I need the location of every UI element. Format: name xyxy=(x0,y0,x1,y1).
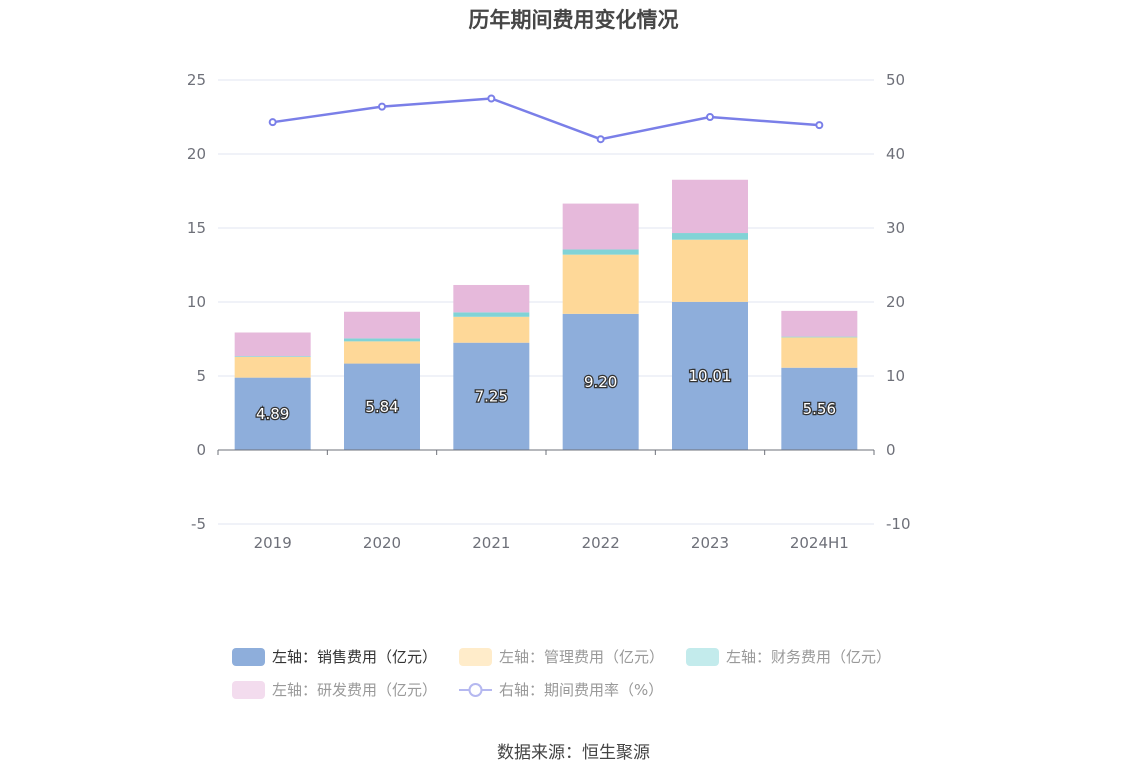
rate-point xyxy=(815,121,824,130)
legend-swatch-rnd xyxy=(232,680,265,699)
x-axis-tick-label: 2019 xyxy=(254,534,292,552)
bar-segment xyxy=(453,342,530,450)
legend-item-finance[interactable]: 左轴：财务费用（亿元） xyxy=(686,646,891,667)
right-axis-tick-label: 30 xyxy=(886,219,905,237)
legend-item-sales[interactable]: 左轴：销售费用（亿元） xyxy=(232,646,437,667)
legend-label-rate: 右轴：期间费用率（%） xyxy=(499,681,664,699)
bar-segment xyxy=(453,316,530,343)
legend-swatch-sales xyxy=(232,647,265,666)
bar-value-label: 5.84 xyxy=(365,398,398,416)
bar-value-label: 10.01 xyxy=(689,367,732,385)
bar-value-label: 7.25 xyxy=(475,387,508,405)
bar-value-label: 9.20 xyxy=(584,373,617,391)
chart-title: 历年期间费用变化情况 xyxy=(468,8,679,32)
label-layer: 4.89 5.84 7.25 9.20 10.01 5.56 xyxy=(255,366,838,424)
bar-segment xyxy=(453,312,530,317)
bar-layer xyxy=(234,179,858,450)
source-note: 数据来源：恒生聚源 xyxy=(497,743,650,763)
legend-label-sales: 左轴：销售费用（亿元） xyxy=(272,648,438,666)
bar-segment xyxy=(781,367,858,450)
bar-segment xyxy=(562,254,639,314)
legend-row-2: 左轴：研发费用（亿元） 右轴：期间费用率（%） xyxy=(232,673,932,706)
rate-point xyxy=(706,113,714,121)
bar-segment xyxy=(234,356,311,357)
legend-item-rate[interactable]: 右轴：期间费用率（%） xyxy=(459,679,663,700)
legend-swatch-finance xyxy=(686,647,720,666)
bar-segment xyxy=(234,356,311,378)
bar-segment xyxy=(672,239,748,302)
legend-label-finance: 左轴：财务费用（亿元） xyxy=(726,648,892,666)
bar-segment xyxy=(562,203,639,250)
left-axis-tick-label: 20 xyxy=(187,145,206,163)
bar-segment xyxy=(562,313,639,450)
right-axis-tick-label: 10 xyxy=(886,367,905,385)
legend-item-rnd[interactable]: 左轴：研发费用（亿元） xyxy=(232,679,437,700)
left-axis-tick-label: 25 xyxy=(187,71,206,89)
x-axis-tick-label: 2022 xyxy=(582,534,620,552)
axis-layer: -5 0 5 10 15 20 25 -10 0 10 20 30 40 50 2019 2020 2021 20… xyxy=(187,71,911,552)
line-layer xyxy=(268,94,824,144)
bar-segment xyxy=(672,233,748,240)
x-axis-tick-label: 2024H1 xyxy=(790,534,849,552)
bar-value-label: 4.89 xyxy=(256,405,289,423)
left-axis-tick-label: 15 xyxy=(187,219,206,237)
rate-line xyxy=(272,97,820,141)
bar-segment xyxy=(344,311,420,339)
right-axis-tick-label: 20 xyxy=(886,293,905,311)
bar-segment xyxy=(344,341,420,364)
rate-point xyxy=(378,102,386,111)
legend: 左轴：销售费用（亿元） 左轴：管理费用（亿元） 左轴：财务费用（亿元） 左轴：研… xyxy=(232,640,932,706)
left-axis-tick-label: 5 xyxy=(196,367,206,385)
rate-point xyxy=(596,135,605,144)
legend-label-admin: 左轴：管理费用（亿元） xyxy=(499,648,665,666)
bar-segment xyxy=(672,301,748,450)
legend-label-rnd: 左轴：研发费用（亿元） xyxy=(272,681,438,699)
left-axis-tick-label: -5 xyxy=(191,515,206,533)
rate-point xyxy=(487,94,496,103)
bar-segment xyxy=(453,284,530,313)
bar-segment xyxy=(344,363,420,450)
x-axis-tick-label: 2020 xyxy=(363,534,401,552)
bar-segment xyxy=(672,179,748,234)
right-axis-tick-label: 40 xyxy=(886,145,905,163)
bar-value-label: 5.56 xyxy=(803,400,836,418)
bar-segment xyxy=(562,249,639,255)
right-axis-tick-label: -10 xyxy=(886,515,911,533)
legend-row-1: 左轴：销售费用（亿元） 左轴：管理费用（亿元） 左轴：财务费用（亿元） xyxy=(232,640,932,673)
legend-item-admin[interactable]: 左轴：管理费用（亿元） xyxy=(459,646,664,667)
bar-segment xyxy=(344,338,420,342)
bar-segment xyxy=(781,336,858,338)
grid-layer xyxy=(218,79,874,525)
bar-segment xyxy=(781,337,858,368)
legend-swatch-admin xyxy=(459,647,493,666)
x-axis-tick-label: 2023 xyxy=(691,534,729,552)
right-axis-tick-label: 0 xyxy=(886,441,896,459)
chart-canvas: -5 0 5 10 15 20 25 -10 0 10 20 30 40 50 2019 2020 2021 20… xyxy=(187,71,911,552)
bar-segment xyxy=(781,310,858,337)
left-axis-tick-label: 0 xyxy=(196,441,206,459)
right-axis-tick-label: 50 xyxy=(886,71,905,89)
left-axis-tick-label: 10 xyxy=(187,293,206,311)
bar-segment xyxy=(234,377,311,450)
x-axis-tick-label: 2021 xyxy=(472,534,510,552)
rate-point xyxy=(268,118,277,127)
bar-segment xyxy=(234,332,311,357)
legend-line-icon xyxy=(459,682,493,697)
